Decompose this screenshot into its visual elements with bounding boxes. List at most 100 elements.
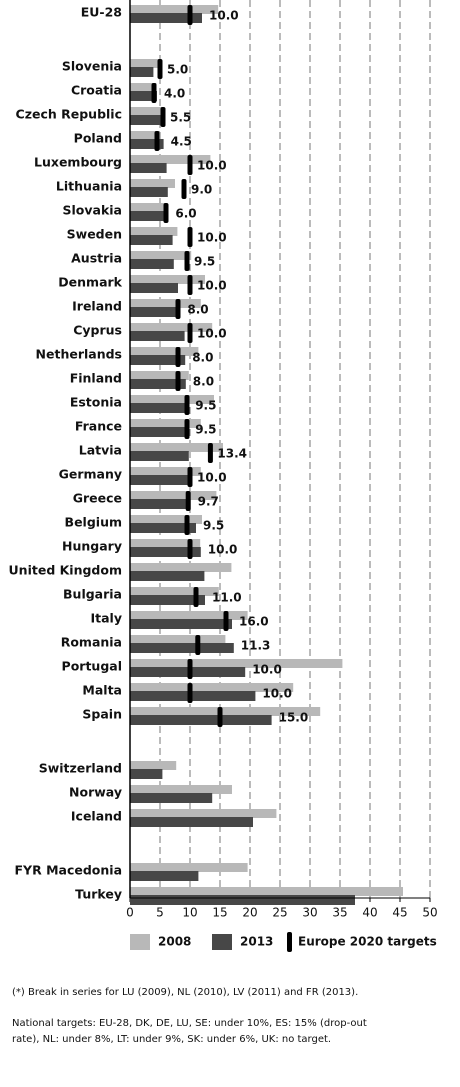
bar-2013	[130, 163, 167, 173]
legend-label: 2008	[158, 935, 191, 949]
target-marker	[185, 491, 191, 511]
bar-2008	[130, 707, 321, 716]
target-marker	[160, 107, 166, 127]
target-marker	[187, 659, 193, 679]
bar-2008	[130, 5, 219, 14]
target-marker	[184, 251, 190, 271]
bar-2008	[130, 275, 205, 284]
footnote: National targets: EU-28, DK, DE, LU, SE:…	[12, 1018, 367, 1029]
bar-2008	[130, 467, 201, 476]
bar-2013	[130, 139, 164, 149]
legend-swatch	[287, 932, 292, 952]
bar-2013	[130, 211, 169, 221]
target-label: 10.0	[262, 687, 292, 701]
bar-2008	[130, 323, 213, 332]
category-label: United Kingdom	[9, 563, 122, 578]
bar-2013	[130, 427, 189, 437]
target-label: 11.0	[212, 591, 242, 605]
x-tick-label: 45	[392, 906, 407, 920]
bar-2008	[130, 863, 248, 872]
target-marker	[175, 347, 181, 367]
bar-2013	[130, 523, 196, 533]
category-label: Germany	[59, 467, 122, 482]
bar-2013	[130, 817, 253, 827]
target-label: 16.0	[239, 615, 269, 629]
bar-2008	[130, 299, 201, 308]
target-label: 10.0	[208, 543, 238, 557]
bar-2013	[130, 619, 232, 629]
category-label: Poland	[74, 131, 122, 146]
bar-2008	[130, 83, 157, 92]
bar-2008	[130, 59, 161, 68]
legend-swatch	[130, 934, 150, 950]
bar-2013	[130, 259, 174, 269]
category-label: Denmark	[58, 275, 122, 290]
x-tick-label: 40	[362, 906, 377, 920]
bar-2008	[130, 491, 217, 500]
target-label: 10.0	[197, 327, 227, 341]
bar-2013	[130, 547, 201, 557]
category-label: Latvia	[79, 443, 122, 458]
target-marker	[151, 83, 157, 103]
category-label: Malta	[82, 683, 122, 698]
target-label: 9.7	[198, 495, 219, 509]
target-label: 15.0	[279, 711, 309, 725]
bar-2008	[130, 443, 223, 452]
category-label: Norway	[69, 785, 122, 800]
target-marker	[207, 443, 213, 463]
bar-2008	[130, 251, 192, 260]
bar-2008	[130, 227, 178, 236]
category-label: Ireland	[72, 299, 122, 314]
category-label: Austria	[71, 251, 122, 266]
target-label: 5.5	[170, 111, 191, 125]
bar-2013	[130, 793, 213, 803]
bar-2013	[130, 67, 154, 77]
bar-2013	[130, 283, 178, 293]
target-marker	[187, 227, 193, 247]
bar-2008	[130, 419, 201, 428]
target-marker	[187, 539, 193, 559]
target-marker	[187, 683, 193, 703]
category-label: Switzerland	[39, 761, 122, 776]
bar-2008	[130, 683, 294, 692]
category-label: Lithuania	[56, 179, 122, 194]
category-label: Belgium	[65, 515, 122, 530]
target-label: 13.4	[217, 447, 247, 461]
bar-2008	[130, 203, 166, 212]
legend-label: 2013	[240, 935, 273, 949]
bar-2013	[130, 769, 163, 779]
target-label: 10.0	[252, 663, 282, 677]
target-label: 10.0	[197, 279, 227, 293]
category-label: Hungary	[62, 539, 122, 554]
bar-2013	[130, 691, 256, 701]
target-marker	[175, 299, 181, 319]
footnote: (*) Break in series for LU (2009), NL (2…	[12, 987, 358, 998]
bar-2008	[130, 659, 343, 668]
target-label: 9.0	[191, 183, 212, 197]
target-marker	[187, 275, 193, 295]
bar-2008	[130, 587, 219, 596]
category-label: FYR Macedonia	[15, 863, 122, 878]
x-tick-label: 10	[182, 906, 197, 920]
bar-2013	[130, 451, 189, 461]
category-label: Slovakia	[63, 203, 123, 218]
category-label: Spain	[82, 707, 122, 722]
x-tick-label: 15	[212, 906, 227, 920]
bar-2013	[130, 871, 199, 881]
target-label: 8.0	[187, 303, 208, 317]
target-marker	[154, 131, 160, 151]
bar-2008	[130, 809, 277, 818]
target-label: 6.0	[175, 207, 196, 221]
x-tick-label: 35	[332, 906, 347, 920]
x-tick-label: 50	[422, 906, 437, 920]
bar-2013	[130, 595, 205, 605]
target-label: 10.0	[197, 159, 227, 173]
x-tick-label: 30	[302, 906, 317, 920]
category-label: Czech Republic	[16, 107, 122, 122]
bar-2008	[130, 515, 202, 524]
footnote: rate), NL: under 8%, LT: under 9%, SK: u…	[12, 1034, 331, 1045]
bar-2013	[130, 895, 355, 905]
target-marker	[187, 155, 193, 175]
target-marker	[193, 587, 199, 607]
category-label: EU-28	[81, 5, 122, 20]
